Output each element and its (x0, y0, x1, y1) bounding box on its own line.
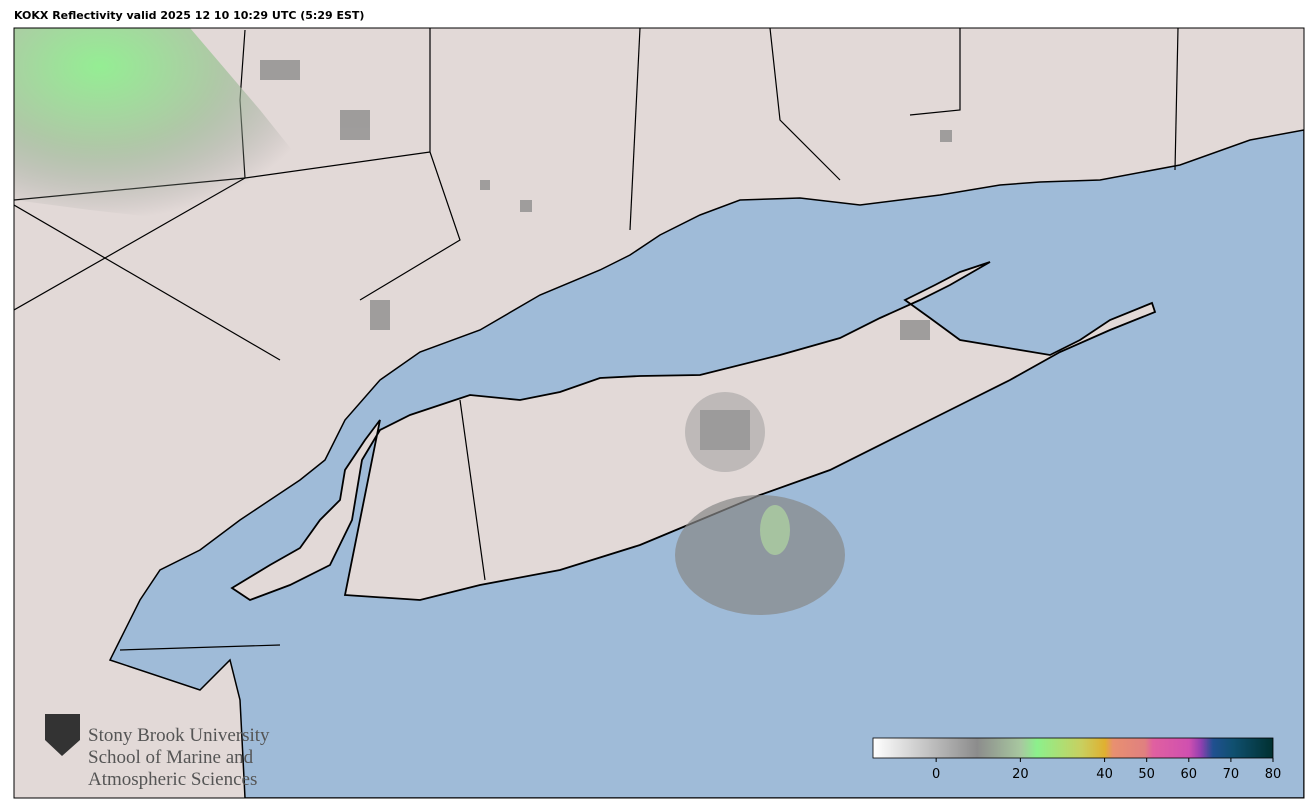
colorbar-tick-label: 60 (1181, 767, 1198, 782)
colorbar-tick-label: 80 (1265, 767, 1282, 782)
logo-line: Stony Brook University (88, 725, 270, 746)
colorbar: 0 20 40 50 60 70 80 (872, 737, 1282, 782)
colorbar-tick-label: 20 (1012, 767, 1029, 782)
map-title: KOKX Reflectivity valid 2025 12 10 10:29… (14, 9, 364, 22)
colorbar-tick-label: 70 (1223, 767, 1240, 782)
map (14, 28, 1304, 798)
colorbar-tick-label: 40 (1096, 767, 1113, 782)
logo-line: Atmospheric Sciences (88, 769, 257, 790)
colorbar-tick-label: 0 (932, 767, 940, 782)
logo-line: School of Marine and (88, 747, 254, 768)
colorbar-tick-label: 50 (1138, 767, 1155, 782)
colorbar-scale (872, 737, 1274, 759)
logo: Stony Brook University School of Marine … (45, 714, 270, 790)
